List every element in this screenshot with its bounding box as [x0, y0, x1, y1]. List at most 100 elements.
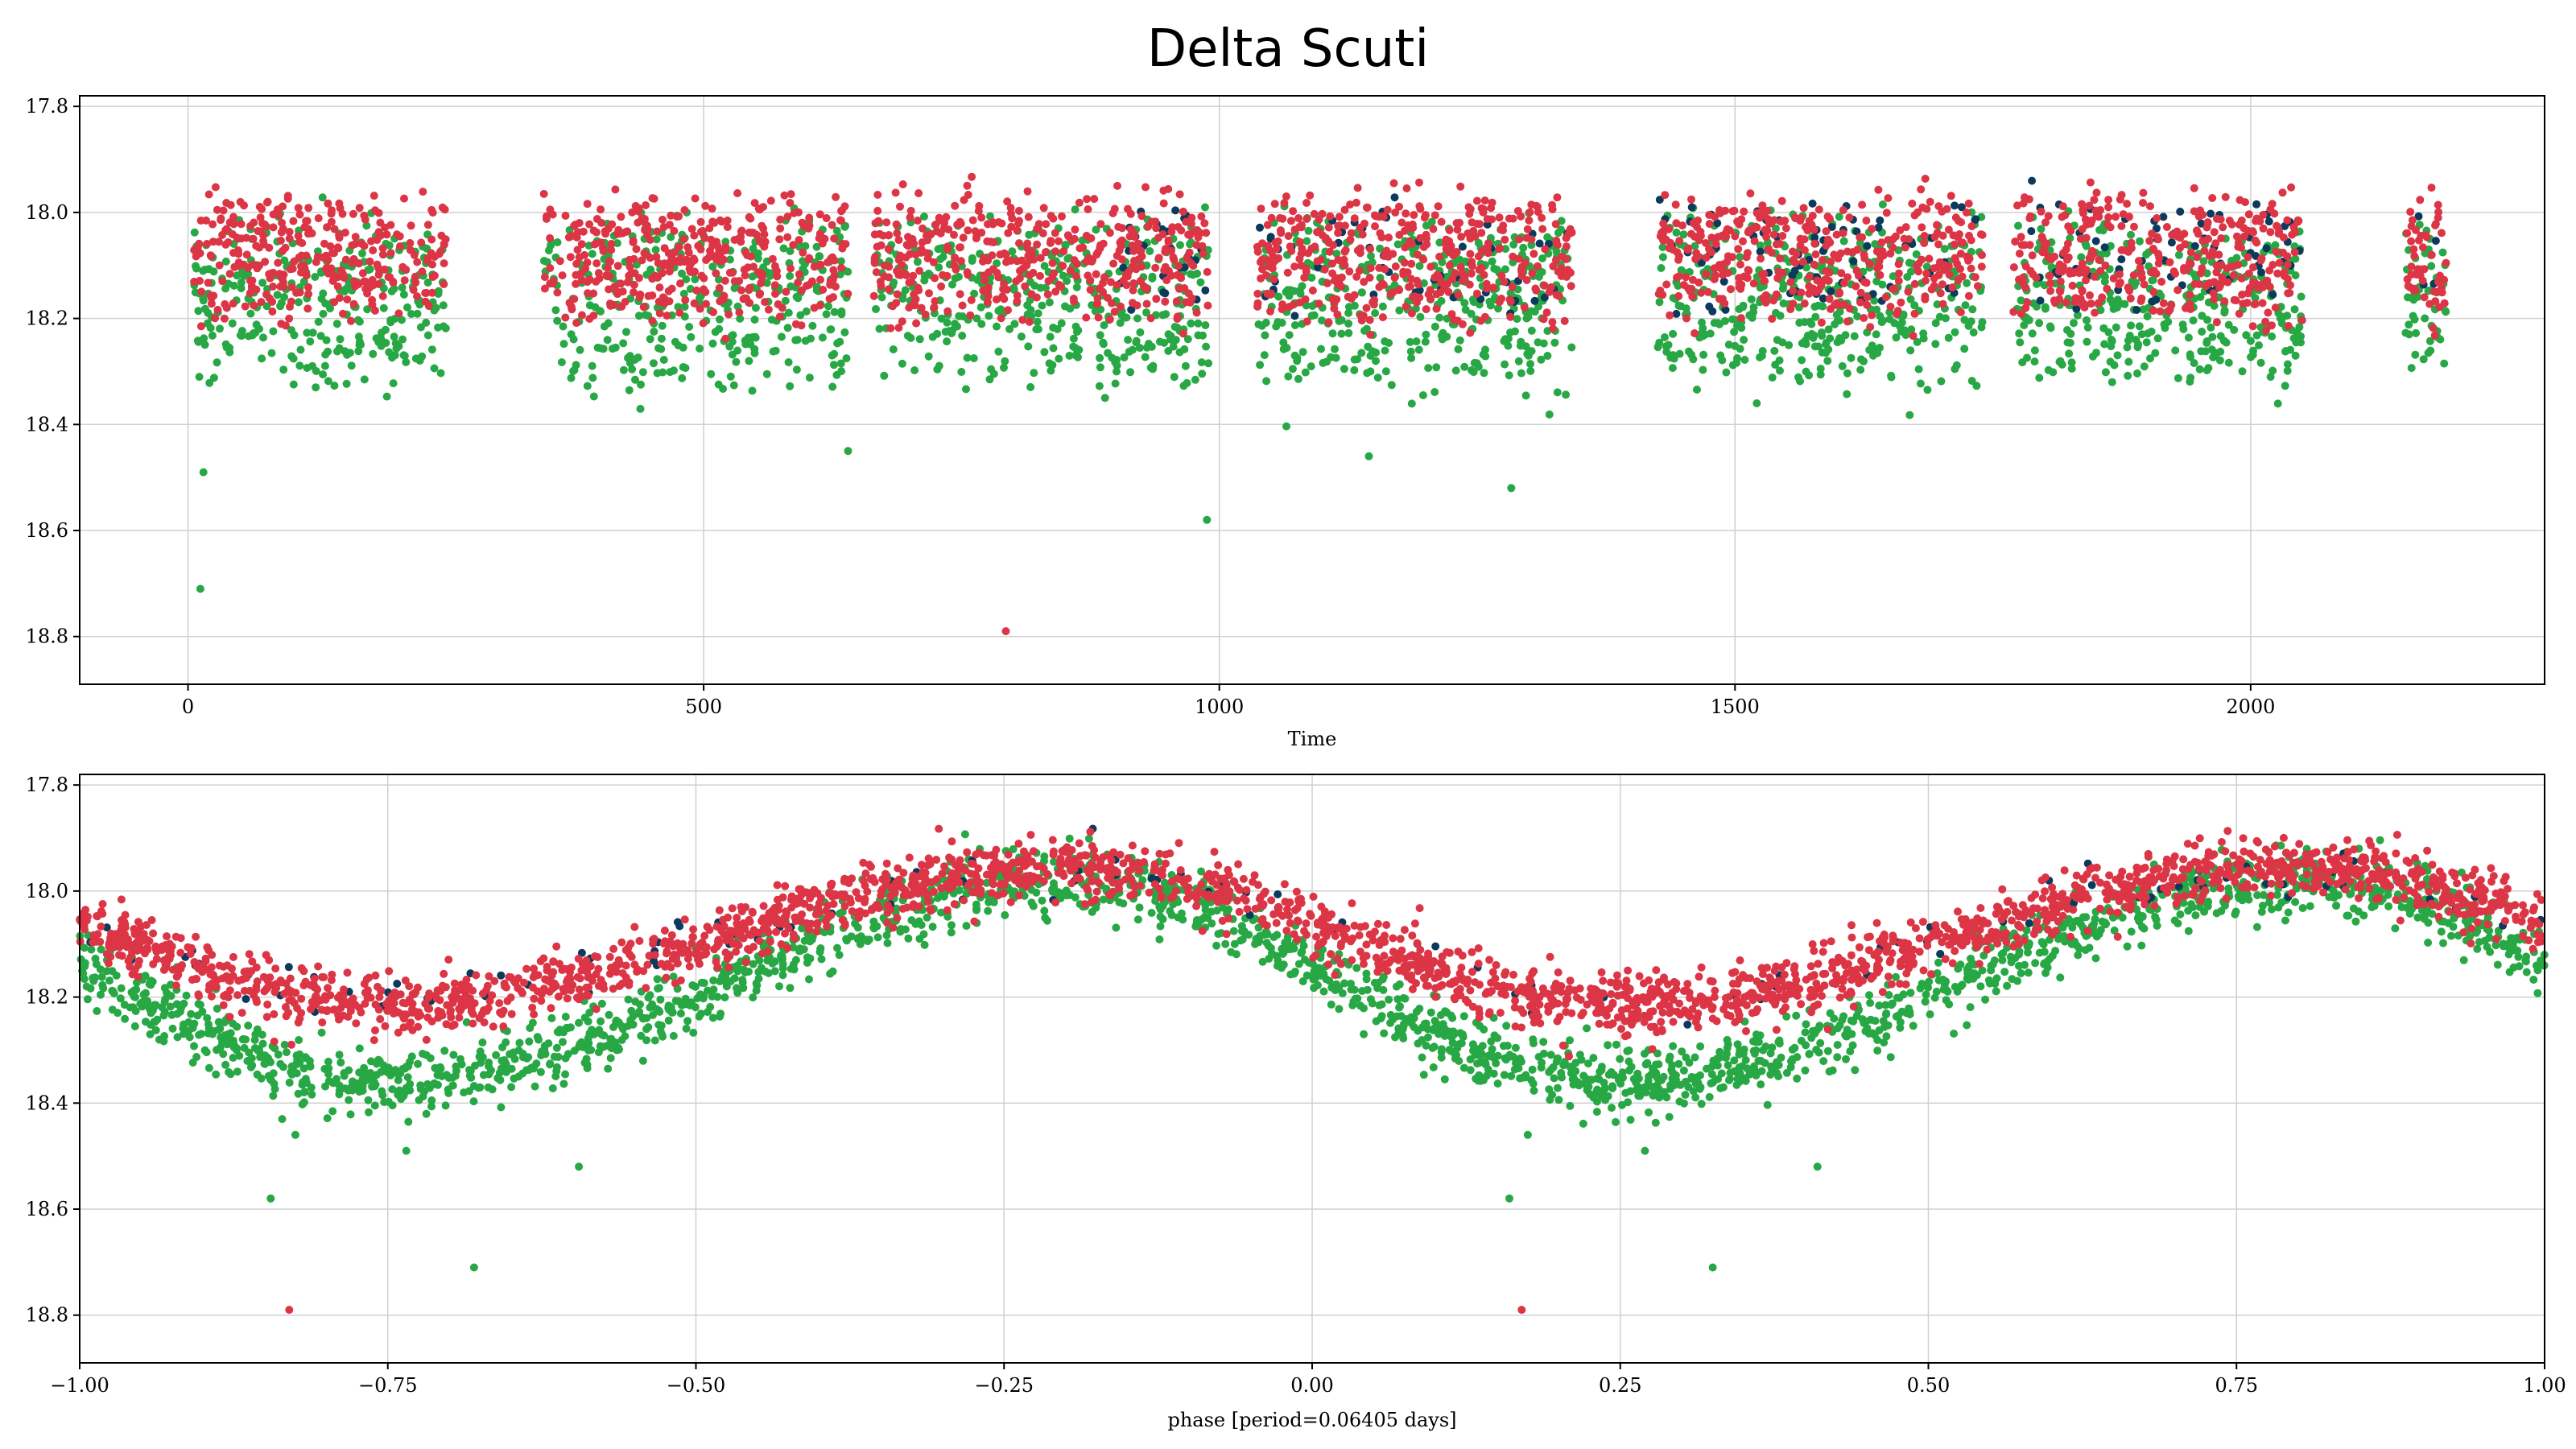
data-point-red: [1714, 233, 1723, 242]
data-point-green: [289, 380, 298, 389]
data-point-green: [1034, 325, 1042, 333]
data-point-green: [1460, 362, 1469, 371]
data-point-red: [889, 302, 897, 311]
data-point-red: [1051, 229, 1059, 237]
data-point-red: [1538, 225, 1547, 233]
data-point-red: [830, 271, 839, 280]
data-point-red: [1391, 262, 1400, 270]
data-point-green: [294, 298, 303, 307]
data-point-green: [1358, 288, 1366, 297]
data-point-red: [2140, 280, 2149, 289]
data-point-red: [2212, 261, 2221, 270]
data-point-red: [1825, 295, 1834, 303]
data-point-red: [1839, 229, 1847, 237]
data-point-green: [306, 337, 315, 346]
data-point-red: [1749, 279, 1758, 288]
data-point-red: [1509, 252, 1517, 261]
data-point-green: [1748, 313, 1757, 322]
data-point-red: [844, 289, 852, 298]
data-point-red: [1496, 244, 1504, 253]
data-point-red: [1523, 225, 1532, 233]
data-point-red: [797, 321, 806, 330]
data-point-red: [613, 262, 622, 270]
data-point-red: [561, 212, 570, 220]
data-point-red: [1376, 229, 1385, 237]
data-point-red: [715, 283, 724, 292]
data-point-green: [1285, 331, 1294, 340]
data-point-red: [255, 261, 264, 270]
data-point-green: [1778, 338, 1787, 347]
data-point-red: [2219, 223, 2227, 232]
data-point-red: [1718, 295, 1727, 303]
data-point-red: [2285, 288, 2294, 297]
data-point-green: [762, 279, 771, 287]
data-point-red: [252, 242, 261, 250]
data-point-red: [369, 281, 378, 290]
data-point-red: [1402, 302, 1410, 311]
data-point-red: [819, 285, 828, 294]
data-point-red: [1964, 199, 1973, 208]
data-point-green: [1749, 303, 1758, 312]
data-point-green: [625, 386, 634, 394]
data-point-red: [1000, 279, 1008, 288]
data-point-red: [2198, 264, 2207, 273]
data-point-red: [1334, 229, 1343, 237]
data-point-green: [1537, 355, 1546, 364]
data-point-green: [970, 289, 979, 298]
data-point-red: [654, 258, 663, 267]
data-point-red: [1130, 233, 1139, 242]
data-point-green: [1526, 360, 1534, 369]
data-point-green: [2220, 308, 2229, 317]
data-point-green: [658, 321, 667, 330]
data-point-red: [1697, 288, 1706, 297]
data-point-green: [199, 266, 208, 275]
data-point-green: [1146, 247, 1154, 255]
data-point-red: [1328, 259, 1336, 268]
data-point-red: [1075, 198, 1084, 207]
data-point-red: [1366, 330, 1375, 339]
data-point-red: [1501, 235, 1509, 244]
data-point-red: [2169, 267, 2178, 276]
data-point-red: [2237, 274, 2246, 283]
data-point-green: [1922, 990, 1930, 999]
data-point-green: [379, 303, 388, 312]
data-point-green: [2015, 329, 2024, 338]
data-point-red: [1965, 254, 1974, 263]
data-point-red: [2412, 225, 2420, 234]
data-point-red: [964, 191, 972, 199]
data-point-red: [1090, 195, 1099, 204]
data-point-green: [296, 345, 305, 354]
data-point-red: [648, 194, 657, 203]
data-point-red: [2418, 243, 2427, 252]
data-point-red: [959, 233, 968, 242]
data-point-red: [795, 270, 803, 279]
data-point-red: [1534, 262, 1542, 270]
data-point-red: [1863, 293, 1872, 302]
data-point-green: [1907, 325, 1916, 334]
x-tick-label: 0: [182, 696, 194, 718]
data-point-red: [1004, 229, 1013, 237]
data-point-red: [1728, 253, 1736, 262]
data-point-red: [770, 262, 779, 270]
data-point-green: [1906, 295, 1915, 303]
data-point-green: [2124, 357, 2133, 366]
data-point-green: [1670, 354, 1678, 363]
data-point-red: [1466, 250, 1475, 258]
data-point-red: [1674, 255, 1682, 264]
data-point-green: [678, 269, 686, 278]
data-point-red: [592, 277, 601, 286]
data-point-green: [1468, 295, 1477, 303]
data-point-red: [1694, 252, 1703, 261]
data-point-red: [1661, 191, 1670, 200]
data-point-red: [254, 227, 262, 235]
data-point-red: [642, 201, 650, 209]
data-point-red: [750, 199, 759, 208]
data-point-red: [1710, 275, 1719, 283]
data-point-green: [781, 296, 790, 305]
data-point-green: [1467, 309, 1476, 318]
data-point-navy: [1876, 216, 1885, 225]
data-point-red: [2176, 244, 2184, 252]
data-point-green: [434, 290, 443, 298]
data-point-green: [1071, 344, 1080, 353]
data-point-red: [2025, 214, 2034, 223]
